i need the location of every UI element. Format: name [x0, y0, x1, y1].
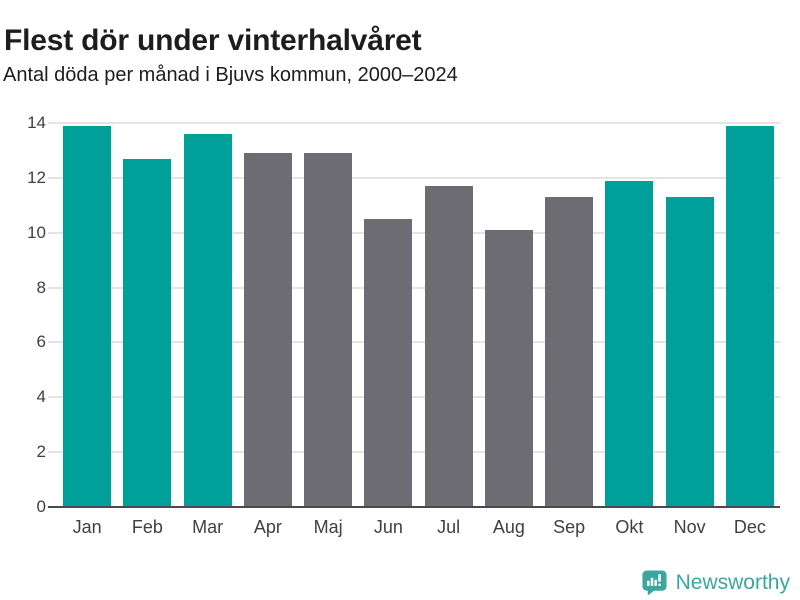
- bar-group-apr: Apr: [238, 123, 298, 537]
- bar-group-dec: Dec: [720, 123, 780, 537]
- bar: [665, 197, 714, 507]
- bar-group-feb: Feb: [117, 123, 177, 537]
- bar-series: Jan Feb Mar Apr Maj Jun Jul Aug Sep Okt Nov Dec: [57, 123, 780, 537]
- y-tick-label: 0: [36, 497, 46, 516]
- bar-group-jul: Jul: [419, 123, 479, 537]
- bar-group-sep: Sep: [539, 123, 599, 537]
- y-tick-label: 2: [36, 442, 46, 462]
- y-tick-label: 6: [36, 332, 46, 352]
- brand-name: Newsworthy: [675, 570, 790, 594]
- gridline: [48, 231, 780, 234]
- x-tick-label: Sep: [553, 517, 586, 537]
- x-tick-label: Jun: [373, 517, 403, 537]
- bar-group-maj: Maj: [298, 123, 358, 537]
- x-tick-label: Okt: [615, 517, 644, 537]
- bar: [364, 219, 413, 507]
- plot-area: Jan Feb Mar Apr Maj Jun Jul Aug Sep Okt Nov Dec: [48, 122, 780, 537]
- bar: [304, 153, 353, 507]
- bar-chart-speech-bubble-icon: [641, 569, 668, 596]
- x-tick-label: Feb: [131, 517, 163, 537]
- newsworthy-logo[interactable]: Newsworthy: [641, 569, 790, 596]
- page-title: Flest dör under vinterhalvåret: [4, 24, 422, 58]
- y-tick-label: 8: [36, 277, 46, 297]
- gridline: [48, 341, 780, 344]
- bar-group-jun: Jun: [358, 123, 418, 537]
- x-tick-label: Apr: [253, 517, 282, 537]
- x-tick-label: Maj: [313, 517, 343, 537]
- gridline: [48, 176, 780, 179]
- bar-group-aug: Aug: [479, 123, 539, 537]
- gridline: [48, 286, 780, 289]
- bar: [545, 197, 594, 507]
- bar-group-nov: Nov: [660, 123, 720, 537]
- bar-group-okt: Okt: [599, 123, 659, 537]
- bar: [123, 158, 172, 507]
- x-axis-line: [48, 506, 780, 508]
- y-tick-label: 4: [36, 387, 46, 407]
- bar: [484, 229, 533, 507]
- bar-group-jan: Jan: [57, 123, 117, 537]
- chart-subtitle: Antal döda per månad i Bjuvs kommun, 200…: [3, 64, 458, 86]
- x-tick-label: Nov: [673, 517, 706, 537]
- y-tick-label: 14: [27, 113, 46, 132]
- bar: [725, 125, 774, 507]
- bar: [243, 153, 292, 507]
- bar-group-mar: Mar: [178, 123, 238, 537]
- x-tick-label: Jan: [72, 517, 102, 537]
- gridline: [48, 396, 780, 399]
- x-tick-label: Jul: [437, 517, 461, 537]
- x-tick-label: Aug: [492, 517, 525, 537]
- bar: [605, 180, 654, 507]
- y-tick-label: 12: [27, 167, 46, 187]
- bar: [183, 133, 232, 507]
- gridline: [48, 122, 780, 124]
- y-axis-labels: 0 2 4 6 8 10 12 14: [0, 113, 46, 516]
- bar: [424, 186, 473, 507]
- gridline: [48, 451, 780, 454]
- x-tick-label: Dec: [733, 517, 766, 537]
- x-tick-label: Mar: [192, 517, 224, 537]
- y-tick-label: 10: [27, 222, 46, 242]
- bar: [63, 125, 112, 507]
